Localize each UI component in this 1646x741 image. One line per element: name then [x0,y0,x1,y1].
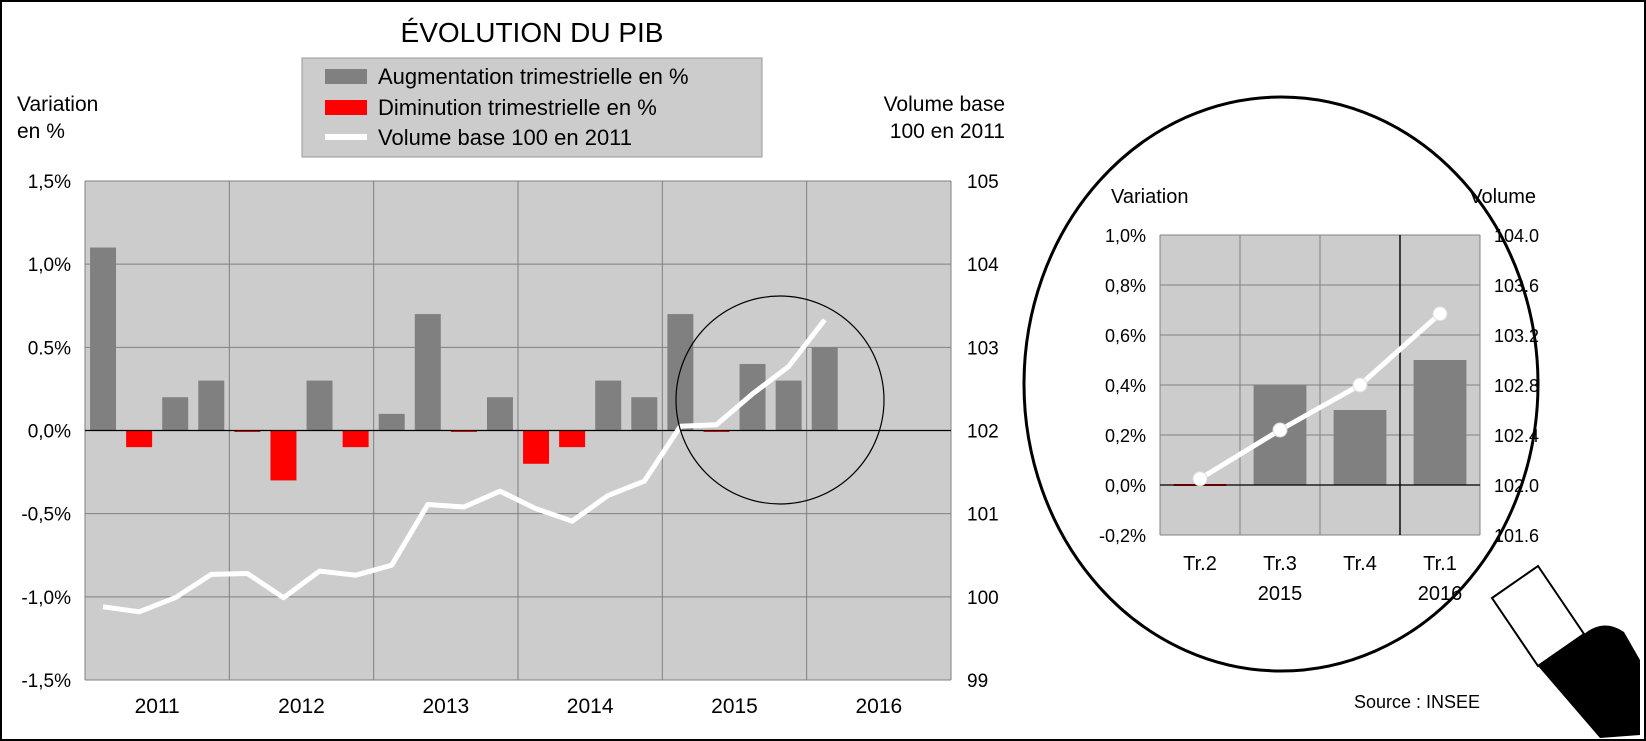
y-tick-label-right: 104 [967,255,999,276]
zoom-x-year-label: 2016 [1418,583,1463,605]
y-tick-label-right: 100 [967,588,999,609]
zoom-x-quarter-label: Tr.2 [1183,553,1217,575]
bar-increase [595,380,622,431]
zoom-y-tick-label-right: 104.0 [1494,226,1539,246]
source-note: Source : INSEE [1354,692,1480,712]
bar-increase [667,314,694,431]
legend-swatch-decrease [325,100,367,115]
zoom-volume-point [1192,471,1208,487]
bar-increase [414,314,441,431]
zoom-left-axis-title: Variation [1111,186,1188,208]
bar-increase [306,380,333,431]
legend-label-increase: Augmentation trimestrielle en % [378,64,689,89]
bar-decrease [342,430,369,448]
zoom-plot-area: 1,0% 0,8% 0,6% 0,4% 0,2% 0,0% -0,2% 104.0 103.6… [1099,226,1539,605]
bar-decrease [559,430,586,448]
bar-decrease [450,430,477,432]
zoom-y-tick-label-left: 0,6% [1105,326,1146,346]
y-tick-label-left: 1,5% [28,172,71,193]
bar-increase [378,413,405,431]
left-axis-title-line1: Variation [17,93,98,116]
zoom-bar-increase [1413,360,1467,485]
y-tick-label-right: 102 [967,422,999,443]
left-axis-title-line2: en % [17,120,65,143]
zoom-x-quarter-label: Tr.4 [1343,553,1377,575]
zoom-focus-circle [675,295,885,505]
y-tick-label-left: 0.5% [28,338,71,359]
x-year-label: 2014 [567,695,614,718]
y-tick-label-left: -0,5% [21,505,71,526]
bar-increase [198,380,225,431]
bar-decrease [126,430,153,448]
zoom-volume-point [1352,377,1368,393]
zoom-volume-line [1198,311,1442,481]
legend-swatch-increase [325,69,367,84]
legend-box [301,57,763,158]
bar-increase [631,397,658,431]
y-tick-label-right: 105 [967,172,999,193]
bar-increase [486,397,513,431]
legend-label-volume: Volume base 100 en 2011 [378,125,632,150]
bar-increase [739,363,766,431]
y-tick-label-right: 101 [967,505,999,526]
zoom-y-tick-label-right: 103.2 [1494,326,1539,346]
bar-decrease [703,430,730,432]
zoom-right-axis-title: Volume [1469,186,1536,208]
bar-decrease [270,430,297,481]
zoom-y-tick-label-right: 101.6 [1494,526,1539,546]
zoom-volume-point [1432,306,1448,322]
magnifier-handle [1538,625,1640,738]
x-year-label: 2015 [711,695,758,718]
bar-increase [90,247,117,431]
main-plot-area: 1,5% 1,0% 0.5% 0,0% -0,5% -1,0% -1,5% 105 104 10… [21,172,999,718]
bar-decrease [234,430,261,432]
zoom-y-tick-label-right: 103.6 [1494,276,1539,296]
legend: Augmentation trimestrielle en % Diminuti… [301,57,763,158]
zoom-bar-increase [1333,410,1387,485]
zoom-y-tick-label-right: 102.8 [1494,376,1539,396]
zoom-y-tick-label-left: 0,4% [1105,376,1146,396]
x-year-label: 2011 [135,695,180,718]
x-year-label: 2012 [278,695,325,718]
right-axis-title-line2: 100 en 2011 [890,120,1005,143]
x-year-label: 2013 [422,695,469,718]
zoom-x-year-label: 2015 [1258,583,1303,605]
y-tick-label-right: 103 [967,338,999,359]
volume-line [102,318,827,615]
y-tick-label-left: -1,0% [21,588,71,609]
x-year-label: 2016 [855,695,902,718]
bar-decrease [523,430,550,464]
zoom-x-quarter-label: Tr.1 [1423,553,1457,575]
y-tick-label-left: -1,5% [21,671,71,692]
zoom-y-tick-label-right: 102.0 [1494,476,1539,496]
right-axis-title-line1: Volume base [884,93,1005,116]
y-tick-label-right: 99 [967,671,988,692]
zoom-y-tick-label-left: 0,8% [1105,276,1146,296]
bar-increase [775,380,802,431]
zoom-y-tick-label-left: 0,2% [1105,426,1146,446]
zoom-y-tick-label-left: -0,2% [1099,526,1146,546]
bar-increase [811,347,838,431]
legend-label-decrease: Diminution trimestrielle en % [378,95,657,120]
y-tick-label-left: 0,0% [28,422,71,443]
zoom-y-tick-label-right: 102.4 [1494,426,1539,446]
zoom-y-tick-label-left: 1,0% [1105,226,1146,246]
zoom-y-tick-label-left: 0,0% [1105,476,1146,496]
chart-title: ÉVOLUTION DU PIB [401,17,664,48]
zoom-volume-point [1272,422,1288,438]
y-tick-label-left: 1,0% [28,255,71,276]
bar-increase [162,397,189,431]
zoom-x-quarter-label: Tr.3 [1263,553,1297,575]
